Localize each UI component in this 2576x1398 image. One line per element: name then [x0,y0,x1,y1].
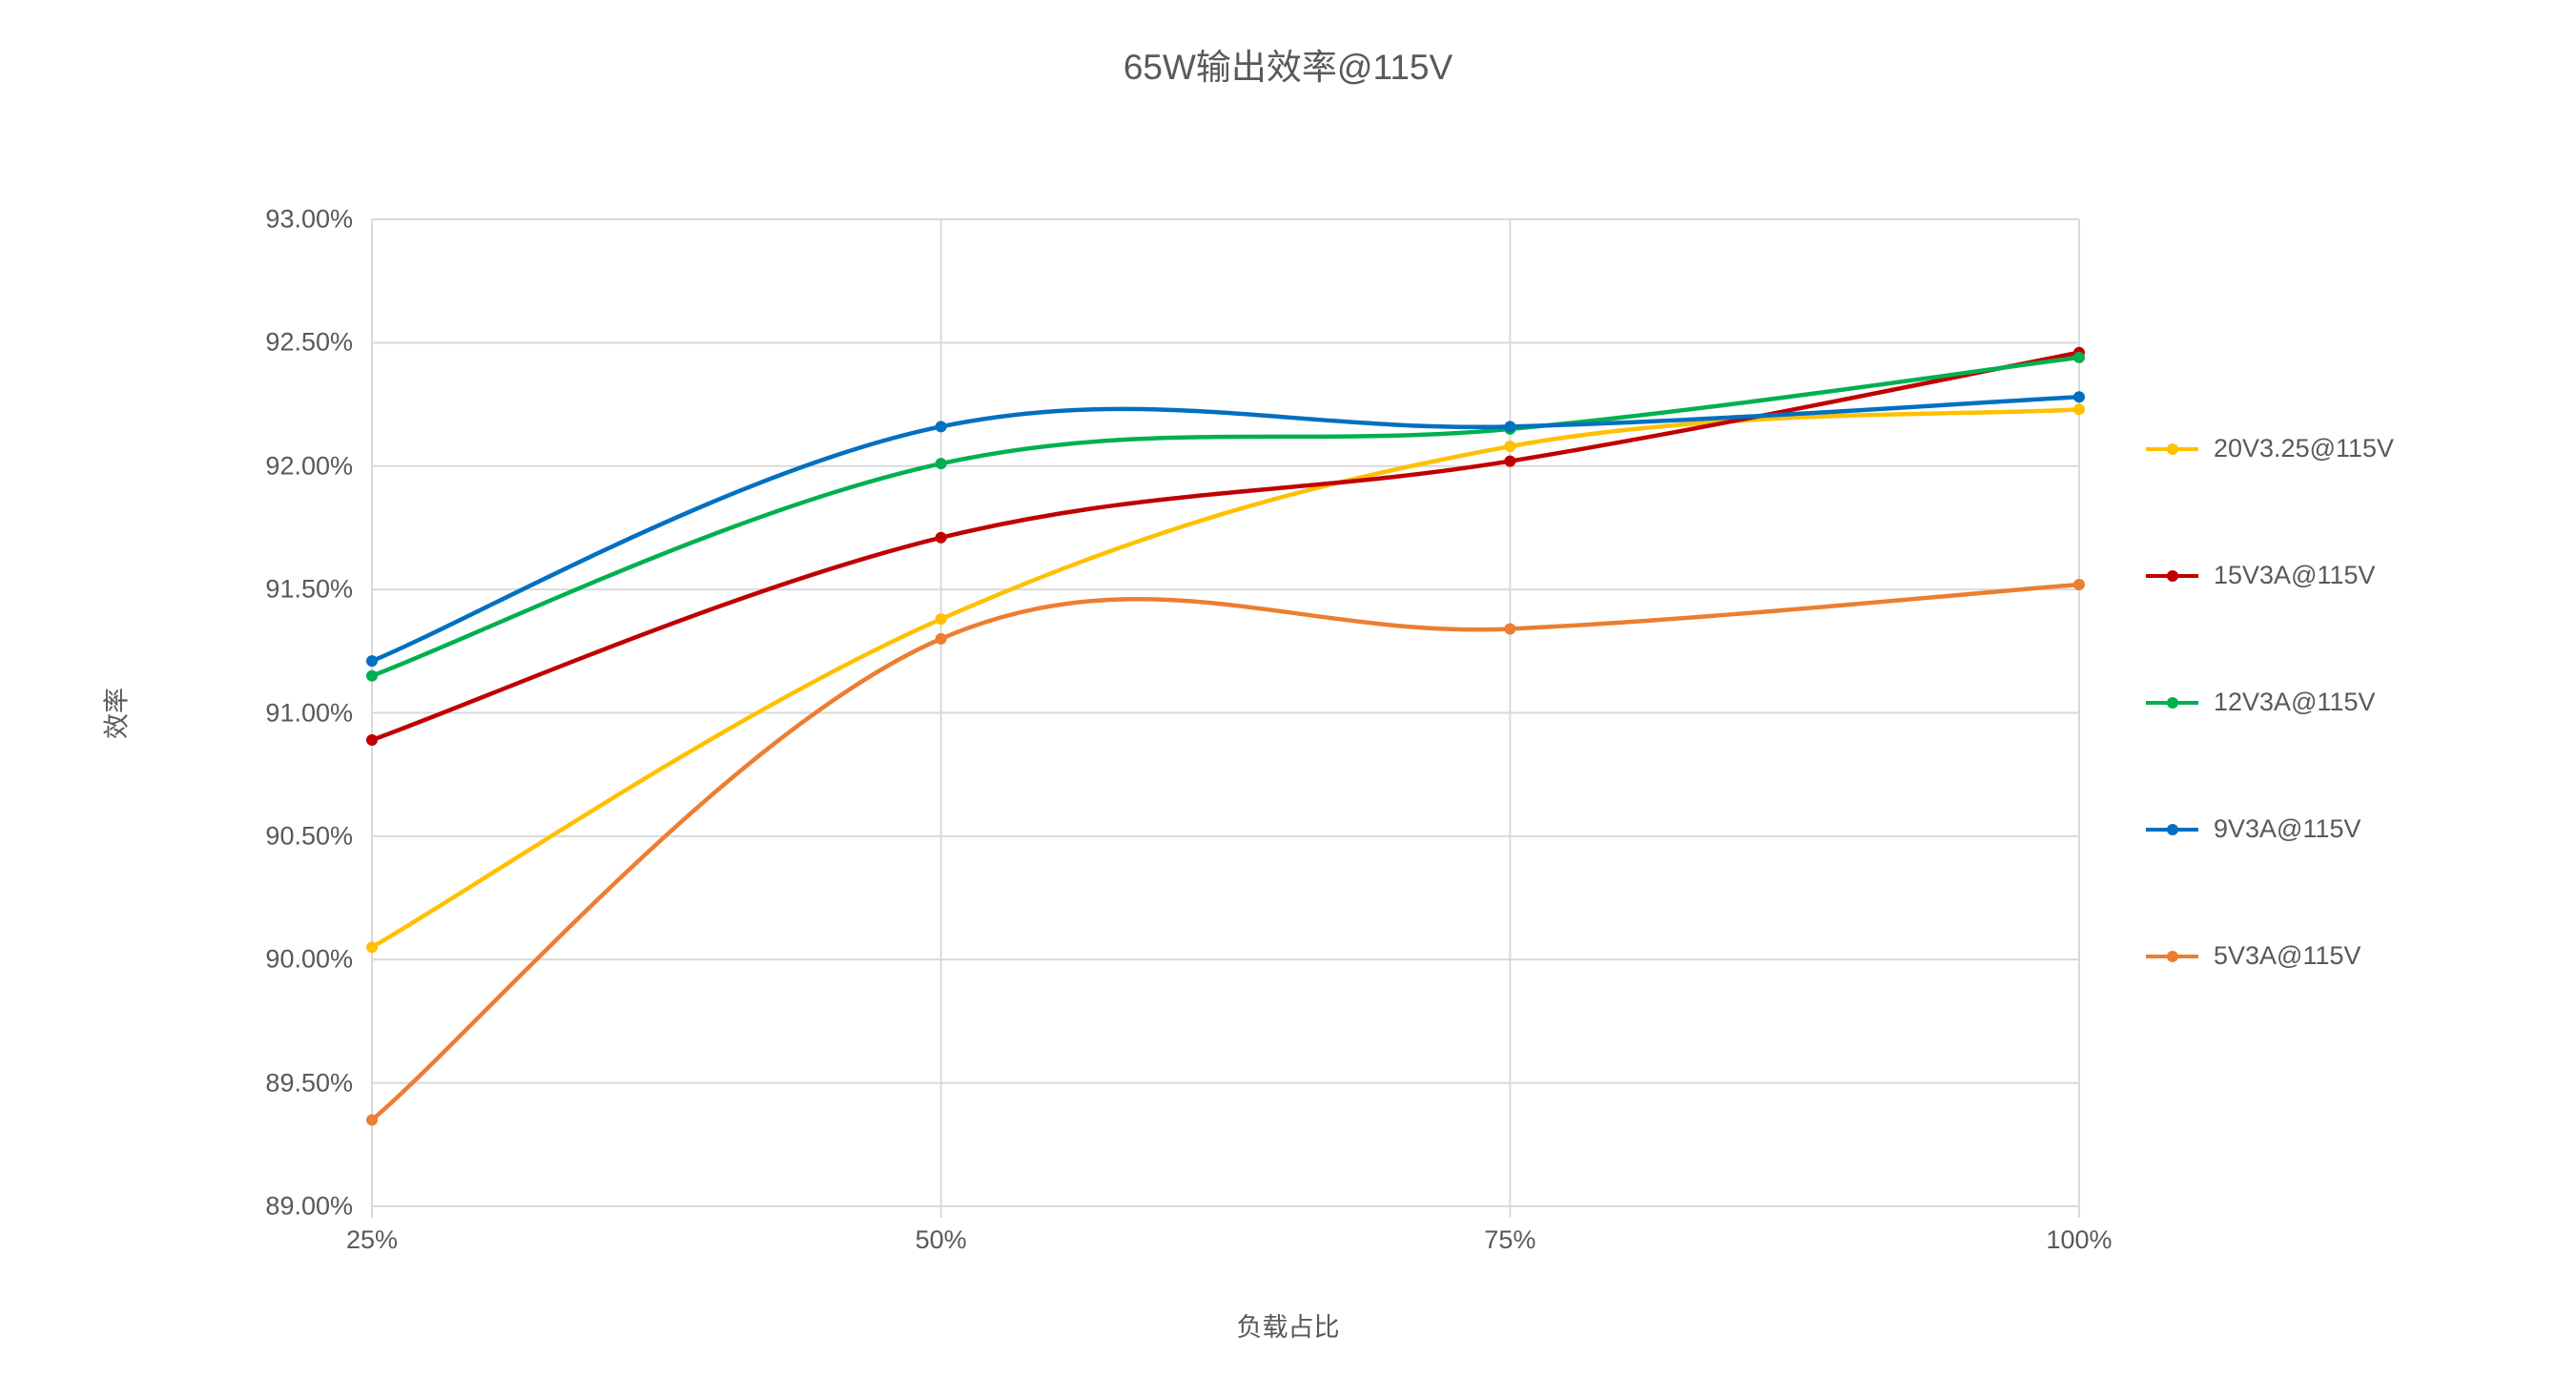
series-marker [2073,352,2085,363]
legend-item: 20V3.25@115V [2146,434,2394,463]
legend-item: 9V3A@115V [2146,814,2394,844]
legend-label: 15V3A@115V [2214,561,2376,590]
series-marker [936,458,947,469]
y-tick-label: 89.00% [265,1192,353,1222]
series-marker [1504,421,1515,432]
x-tick-label: 100% [2046,1225,2112,1255]
legend-swatch [2146,443,2198,455]
x-tick-label: 75% [1484,1225,1535,1255]
series-marker [366,1114,378,1125]
y-tick-label: 90.50% [265,821,353,851]
series-marker [936,532,947,544]
series-marker [1504,441,1515,452]
x-axis-title: 负载占比 [0,1306,2576,1344]
y-tick-label: 90.00% [265,945,353,975]
legend-item: 5V3A@115V [2146,941,2394,971]
x-tick-label: 25% [346,1225,398,1255]
y-tick-label: 91.50% [265,575,353,605]
chart-legend: 20V3.25@115V 15V3A@115V 12V3A@115V 9V3A@115… [2146,434,2394,971]
series-line [372,409,2079,947]
x-tick-label: 50% [916,1225,967,1255]
series-marker [2073,391,2085,402]
legend-item: 15V3A@115V [2146,561,2394,590]
series-marker [936,613,947,625]
series-marker [1504,624,1515,635]
legend-swatch [2146,824,2198,835]
y-axis-title: 效率 [96,688,134,739]
y-tick-label: 91.00% [265,698,353,728]
legend-swatch [2146,697,2198,709]
legend-label: 20V3.25@115V [2214,434,2394,463]
legend-label: 5V3A@115V [2214,941,2361,971]
chart-title: 65W输出效率@115V [0,38,2576,90]
legend-label: 12V3A@115V [2214,688,2376,717]
series-marker [1504,456,1515,467]
series-line [372,585,2079,1120]
series-marker [366,670,378,682]
legend-label: 9V3A@115V [2214,814,2361,844]
series-marker [2073,403,2085,415]
chart-container: 65W输出效率@115V 效率 负载占比 20V3.25@115V 15V3A@1… [0,0,2576,1398]
chart-plot-area [372,219,2079,1206]
legend-swatch [2146,951,2198,962]
y-tick-label: 93.00% [265,205,353,235]
y-tick-label: 89.50% [265,1068,353,1098]
series-marker [366,734,378,746]
legend-item: 12V3A@115V [2146,688,2394,717]
series-marker [936,633,947,645]
series-marker [366,941,378,953]
legend-swatch [2146,570,2198,582]
series-marker [936,421,947,432]
series-marker [2073,579,2085,590]
series-marker [366,655,378,667]
y-tick-label: 92.00% [265,451,353,481]
y-tick-label: 92.50% [265,328,353,358]
